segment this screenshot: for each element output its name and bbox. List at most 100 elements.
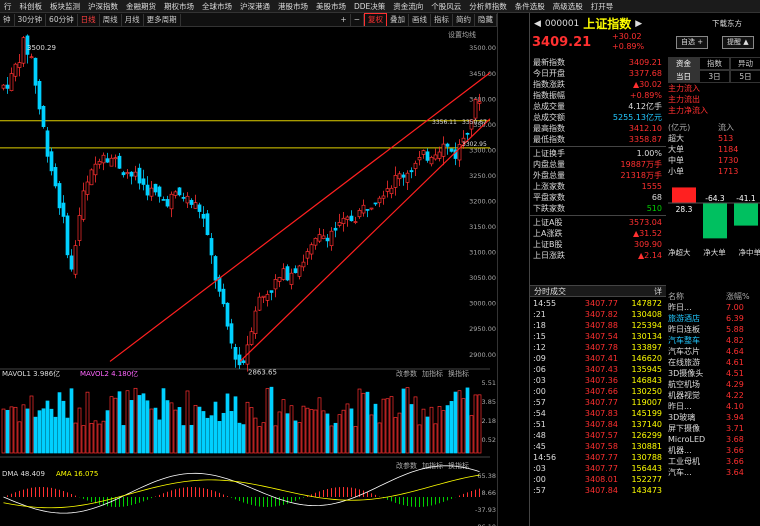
sector-row[interactable]: 汽车芯片 4.64 <box>668 346 760 357</box>
sector-row[interactable]: 汽车整车 4.82 <box>668 335 760 346</box>
dma-label: DMA 48.409 <box>2 470 45 478</box>
top-menu-item[interactable]: 行 <box>4 2 12 11</box>
top-menu-item[interactable]: 港股市场 <box>278 2 308 11</box>
candle-body <box>465 132 470 135</box>
quote-label: 今日开盘 <box>533 69 565 78</box>
trade-row: :54 3407.83 145199 <box>530 408 666 419</box>
quote-row: 最高指数 3412.10 <box>530 123 666 134</box>
sector-change: 3.64 <box>726 468 744 477</box>
back-arrow-icon[interactable]: ◀ <box>534 18 541 29</box>
sector-row[interactable]: MicroLED 3.68 <box>668 434 760 445</box>
fund-period-tab[interactable]: 3日 <box>699 70 730 83</box>
volume-bar <box>117 391 122 454</box>
sector-change: 3.94 <box>726 413 744 422</box>
top-menu-item[interactable]: 期权市场 <box>164 2 194 11</box>
flow-row: 中单 1730 <box>668 155 760 166</box>
sector-row[interactable]: 航空机场 4.29 <box>668 379 760 390</box>
candle-body <box>329 230 334 247</box>
sector-name: 汽车... <box>668 468 692 477</box>
toolbar-action-button[interactable]: 简约 <box>453 13 475 26</box>
trade-row: :00 3407.66 130250 <box>530 386 666 397</box>
quote-value: 3409.21 <box>628 58 662 67</box>
candle-body <box>253 310 258 334</box>
top-menu-item[interactable]: 高级选股 <box>552 2 583 11</box>
top-menu-item[interactable]: 资金流向 <box>393 2 424 11</box>
volume-bar <box>201 411 206 454</box>
volume-bar <box>349 408 354 454</box>
set-ma-label[interactable]: 设置均线 <box>448 31 476 39</box>
top-menu-item[interactable]: 分析师指数 <box>469 2 507 11</box>
timeframe-tab[interactable]: 周线 <box>100 13 122 26</box>
candle-body <box>205 213 210 236</box>
add-favorite-button[interactable]: 自选 + <box>676 36 709 49</box>
sector-row[interactable]: 机器... 3.66 <box>668 445 760 456</box>
alert-button[interactable]: 提醒 ▲ <box>722 36 754 49</box>
dma-panel-button: 加指标 <box>422 461 443 470</box>
sector-name: 昨日... <box>668 402 692 411</box>
top-menu-item[interactable]: 打开导 <box>590 2 614 11</box>
candle-body <box>405 172 410 183</box>
sector-row[interactable]: 屏下摄像 3.71 <box>668 423 760 434</box>
sector-row[interactable]: 工业母机 3.66 <box>668 456 760 467</box>
volume-bar <box>401 388 406 454</box>
timeframe-tab[interactable]: 60分钟 <box>46 13 78 26</box>
net-flow-label: 净超大 <box>668 248 691 257</box>
timeframe-tab[interactable]: 30分钟 <box>15 13 47 26</box>
sector-row[interactable]: 昨日... 4.10 <box>668 401 760 412</box>
forward-arrow-icon[interactable]: ▶ <box>635 18 643 29</box>
sector-row[interactable]: 3D玻璃 3.94 <box>668 412 760 423</box>
sector-row[interactable]: 昨日... 7.00 <box>668 302 760 313</box>
flow-row: 超大 513 <box>668 133 760 144</box>
toolbar-action-button[interactable]: 隐藏 <box>475 13 497 26</box>
top-menu-item[interactable]: 条件选股 <box>514 2 545 11</box>
sector-row[interactable]: 汽车... 3.64 <box>668 467 760 478</box>
quote-table: 最新指数 3409.21 今日开盘 3377.68 指数涨跌 ▲30.02 指数振幅 +0.8… <box>530 57 666 261</box>
sector-row[interactable]: 在线旅游 4.61 <box>668 357 760 368</box>
fund-period-tab[interactable]: 5日 <box>730 70 760 83</box>
fund-tab[interactable]: 资金 <box>668 57 699 70</box>
trade-time: :57 <box>533 486 546 495</box>
top-menu-item[interactable]: 全球市场 <box>202 2 232 11</box>
top-menu-item[interactable]: 美股市场 <box>316 2 346 11</box>
trade-price: 3407.77 <box>584 398 618 407</box>
sector-row[interactable]: 昨日连板 5.88 <box>668 324 760 335</box>
sector-row[interactable]: 机器视觉 4.22 <box>668 390 760 401</box>
top-menu-item[interactable]: 金融期货 <box>126 2 156 11</box>
quote-row: 今日开盘 3377.68 <box>530 68 666 79</box>
timeframe-tab[interactable]: 更多周期 <box>144 13 181 26</box>
timeframe-tab[interactable]: 月线 <box>122 13 144 26</box>
sector-change: 4.61 <box>726 358 744 367</box>
toolbar-action-button[interactable]: 画线 <box>409 13 431 26</box>
hline-label: 3356.11 <box>432 119 457 126</box>
toolbar-action-button[interactable]: + <box>337 13 351 26</box>
volume-bar <box>97 423 102 454</box>
kline-chart-svg[interactable]: 3500.00 3450.00 3400.00 3350.00 3300.00 3250.… <box>0 27 497 526</box>
net-flow-bar <box>672 187 696 203</box>
toolbar-action-button[interactable]: − <box>351 13 364 26</box>
dma-panel-button: 换指标 <box>448 461 469 470</box>
net-flow-labels: 净超大 净大单 净中单 <box>668 247 760 258</box>
fund-tab[interactable]: 指数 <box>699 57 730 70</box>
kline-chart-area[interactable]: 3500.00 3450.00 3400.00 3350.00 3300.00 3250.… <box>0 27 497 526</box>
top-menu-item[interactable]: 沪深港通 <box>240 2 270 11</box>
trades-detail-button[interactable]: 详 <box>654 287 662 296</box>
toolbar-action-button[interactable]: 指标 <box>431 13 453 26</box>
candle-body <box>425 151 430 161</box>
top-menu-item[interactable]: 沪深指数 <box>88 2 118 11</box>
volume-bar <box>89 423 94 454</box>
top-menu-item[interactable]: DDE决策 <box>354 2 386 11</box>
quote-row: 指数涨跌 ▲30.02 <box>530 79 666 90</box>
top-menu-item[interactable]: 板块监测 <box>50 2 80 11</box>
sector-row[interactable]: 3D摄像头 4.51 <box>668 368 760 379</box>
toolbar-action-button[interactable]: 复权 <box>364 13 387 26</box>
quote-value: 3412.10 <box>628 124 662 133</box>
timeframe-tab[interactable]: 日线 <box>78 13 100 26</box>
fund-tab[interactable]: 异动 <box>730 57 760 70</box>
toolbar-action-button[interactable]: 叠加 <box>387 13 409 26</box>
timeframe-tab[interactable]: 钟 <box>0 13 15 26</box>
fund-period-tab[interactable]: 当日 <box>668 70 699 83</box>
top-menu-item[interactable]: 个股风云 <box>431 2 462 11</box>
top-menu-item[interactable]: 科创板 <box>19 2 43 11</box>
sector-row[interactable]: 旅游酒店 6.39 <box>668 313 760 324</box>
download-link[interactable]: 下载东方 <box>712 19 742 28</box>
